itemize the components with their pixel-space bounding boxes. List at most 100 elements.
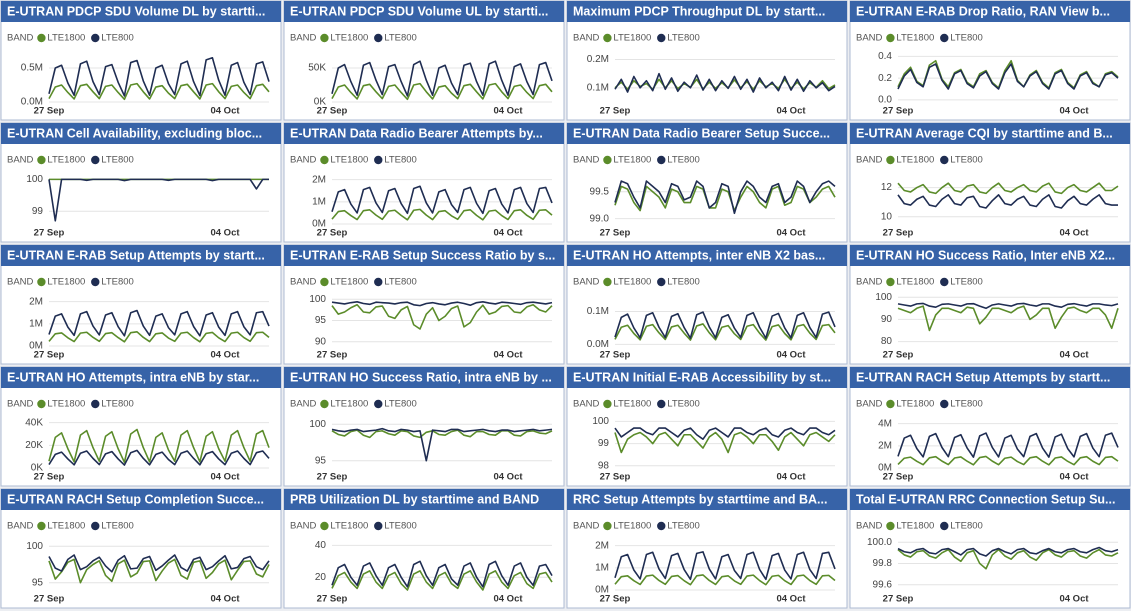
chart-title: E-UTRAN Average CQI by starttime and B..… (856, 126, 1113, 140)
y-tick-label: 0.5M (21, 63, 43, 74)
legend-marker (940, 521, 949, 531)
x-tick-label: 27 Sep (317, 472, 348, 483)
legend-marker (37, 277, 46, 287)
chart-title: E-UTRAN RACH Setup Attempts by startt... (856, 370, 1110, 384)
y-tick-label: 50K (308, 63, 326, 74)
chart-panel: E-UTRAN Data Radio Bearer Setup Succe...… (566, 122, 848, 243)
line-series (897, 455, 1119, 466)
y-tick-label: 0.0M (21, 97, 43, 108)
y-tick-label: 0.4 (878, 51, 892, 62)
x-tick-label: 04 Oct (1059, 350, 1089, 361)
legend-label: LTE800 (101, 277, 134, 288)
chart-title: E-UTRAN HO Success Ratio, intra eNB by .… (290, 370, 552, 384)
x-tick-label: 27 Sep (34, 350, 65, 361)
chart-title: E-UTRAN E-RAB Setup Attempts by startt..… (7, 248, 265, 262)
legend-marker (374, 521, 383, 531)
legend-marker (374, 33, 383, 43)
title-bar (567, 489, 847, 510)
x-tick-label: 04 Oct (1059, 472, 1089, 483)
legend-label: LTE1800 (896, 277, 934, 288)
chart-title: E-UTRAN E-RAB Setup Success Ratio by s..… (290, 248, 555, 262)
chart-title: E-UTRAN Cell Availability, excluding blo… (7, 126, 262, 140)
legend-marker (940, 155, 949, 165)
y-tick-label: 40K (25, 417, 43, 428)
y-tick-label: 99 (32, 206, 44, 217)
legend-title: BAND (573, 399, 600, 410)
legend-label: LTE1800 (47, 33, 85, 44)
chart-panel: PRB Utilization DL by starttime and BAND… (283, 488, 565, 609)
legend-marker (886, 33, 895, 43)
legend-label: LTE1800 (613, 399, 651, 410)
y-tick-label: 95 (32, 577, 44, 588)
legend-marker (603, 155, 612, 165)
title-bar (284, 1, 564, 22)
legend-label: LTE1800 (896, 33, 934, 44)
legend-label: LTE800 (667, 277, 700, 288)
legend-label: LTE1800 (613, 277, 651, 288)
line-series (331, 185, 553, 215)
x-tick-label: 04 Oct (776, 106, 806, 117)
legend-marker (603, 33, 612, 43)
title-bar (850, 367, 1130, 388)
y-tick-label: 98 (598, 460, 610, 471)
chart-panel: E-UTRAN PDCP SDU Volume DL by startti...… (0, 0, 282, 121)
y-tick-label: 90 (881, 314, 893, 325)
y-tick-label: 12 (881, 182, 893, 193)
x-tick-label: 04 Oct (493, 106, 523, 117)
line-series (48, 428, 270, 464)
legend-title: BAND (7, 399, 34, 410)
line-series (331, 427, 553, 462)
chart-title: E-UTRAN HO Attempts, intra eNB by star..… (7, 370, 259, 384)
line-series (614, 72, 836, 93)
legend-title: BAND (290, 521, 317, 532)
x-tick-label: 04 Oct (493, 472, 523, 483)
y-tick-label: 1M (29, 318, 43, 329)
title-bar (850, 489, 1130, 510)
legend-label: LTE1800 (47, 521, 85, 532)
title-bar (567, 367, 847, 388)
legend-marker (374, 277, 383, 287)
line-series (897, 59, 1119, 89)
legend-title: BAND (573, 33, 600, 44)
chart-title: E-UTRAN PDCP SDU Volume DL by startti... (7, 4, 265, 18)
chart-panel: E-UTRAN RACH Setup Attempts by startt...… (849, 366, 1131, 487)
x-tick-label: 27 Sep (883, 228, 914, 239)
y-tick-label: 95 (315, 315, 327, 326)
line-series (48, 178, 269, 222)
legend-marker (91, 277, 100, 287)
legend-title: BAND (573, 521, 600, 532)
legend-label: LTE1800 (896, 521, 934, 532)
x-tick-label: 27 Sep (600, 106, 631, 117)
y-tick-label: 100.0 (867, 537, 892, 548)
line-series (48, 309, 270, 337)
legend-label: LTE1800 (896, 155, 934, 166)
legend-label: LTE1800 (613, 521, 651, 532)
title-bar (284, 123, 564, 144)
chart-title: E-UTRAN Data Radio Bearer Attempts by... (290, 126, 543, 140)
y-tick-label: 0.1M (587, 306, 609, 317)
y-tick-label: 1M (595, 562, 609, 573)
y-tick-label: 2M (595, 540, 609, 551)
y-tick-label: 0.0M (587, 339, 609, 350)
legend-title: BAND (856, 155, 883, 166)
y-tick-label: 0M (595, 585, 609, 596)
title-bar (1, 367, 281, 388)
legend-title: BAND (290, 277, 317, 288)
title-bar (567, 245, 847, 266)
line-series (48, 331, 270, 343)
chart-title: E-UTRAN Data Radio Bearer Setup Succe... (573, 126, 830, 140)
legend-label: LTE1800 (47, 277, 85, 288)
chart-panel: E-UTRAN HO Attempts, inter eNB X2 bas...… (566, 244, 848, 365)
line-series (897, 546, 1119, 557)
title-bar (850, 245, 1130, 266)
legend-label: LTE800 (101, 521, 134, 532)
x-tick-label: 04 Oct (1059, 228, 1089, 239)
title-bar (850, 1, 1130, 22)
x-tick-label: 04 Oct (210, 228, 240, 239)
legend-marker (374, 399, 383, 409)
chart-title: E-UTRAN PDCP SDU Volume UL by startti... (290, 4, 548, 18)
legend-marker (320, 277, 329, 287)
line-series (331, 560, 553, 588)
y-tick-label: 4M (878, 418, 892, 429)
chart-title: Maximum PDCP Throughput DL by startt... (573, 4, 825, 18)
